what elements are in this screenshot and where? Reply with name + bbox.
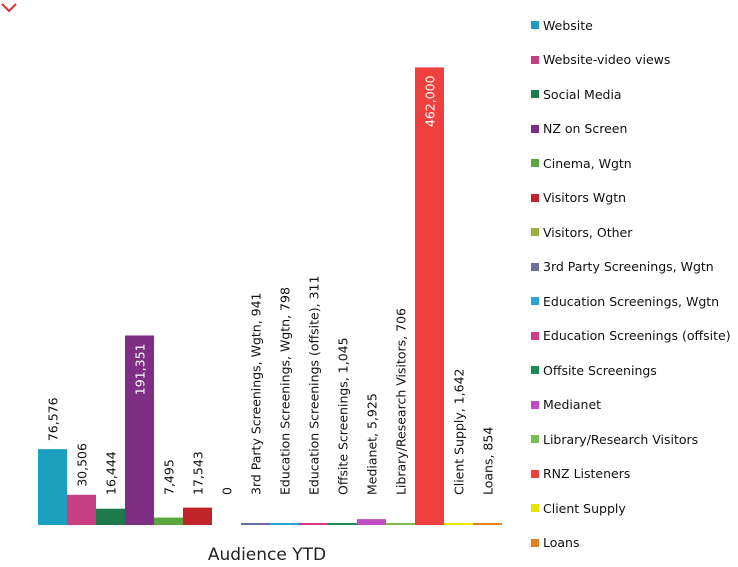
data-label-education-screenings-offsite: Education Screenings (offsite), 311	[307, 276, 322, 495]
legend-swatch	[531, 366, 539, 375]
legend-item-education-screenings-offsite: Education Screenings (offsite)	[531, 319, 738, 354]
data-label-client-supply: Client Supply, 1,642	[452, 369, 467, 496]
legend-swatch	[531, 262, 539, 271]
data-label-visitors-other: 0	[220, 487, 235, 495]
data-label-loans: Loans, 854	[481, 427, 496, 495]
chart-legend: Website Website-video views Social Media NZ…	[531, 8, 738, 560]
red-chevron-icon	[1, 3, 17, 13]
legend-label: Cinema, Wgtn	[543, 155, 632, 171]
data-label-cinema-wgtn: 7,495	[162, 459, 177, 495]
legend-item-cinema-wgtn: Cinema, Wgtn	[531, 146, 738, 181]
legend-label: Visitors Wgtn	[543, 190, 627, 206]
legend-swatch	[531, 193, 539, 202]
legend-swatch	[531, 469, 539, 478]
legend-item-visitors-other: Visitors, Other	[531, 215, 738, 250]
bar-website-video-views	[67, 494, 96, 525]
legend-label: Education Screenings, Wgtn	[543, 293, 720, 309]
legend-item-education-screenings-wgtn: Education Screenings, Wgtn	[531, 284, 738, 319]
legend-label: Website	[543, 17, 593, 33]
legend-label: 3rd Party Screenings, Wgtn	[543, 259, 714, 275]
bar-medianet	[357, 519, 386, 525]
legend-swatch	[531, 435, 539, 444]
data-labels: 76,576 30,506 16,444 191,351 7,495 17,543 0 3rd…	[46, 75, 496, 495]
legend-label: Client Supply	[543, 500, 626, 516]
legend-item-library-research-visitors: Library/Research Visitors	[531, 422, 738, 457]
legend-swatch	[531, 55, 539, 64]
data-label-social-media: 16,444	[104, 451, 119, 495]
legend-item-3rd-party-screenings-wgtn: 3rd Party Screenings, Wgtn	[531, 250, 738, 285]
legend-label: Website-video views	[543, 52, 671, 68]
legend-item-rnz-listeners: RNZ Listeners	[531, 457, 738, 492]
legend-label: Offsite Screenings	[543, 362, 657, 378]
legend-swatch	[531, 21, 539, 30]
x-axis-label: Audience YTD	[208, 545, 326, 565]
legend-label: Social Media	[543, 86, 622, 102]
legend-label: Medianet	[543, 397, 602, 413]
data-label-visitors-wgtn: 17,543	[191, 451, 206, 495]
bar-rnz-listeners	[415, 67, 444, 526]
bar-loans	[473, 523, 502, 525]
legend-swatch	[531, 400, 539, 409]
legend-item-visitors-wgtn: Visitors Wgtn	[531, 181, 738, 216]
legend-label: RNZ Listeners	[543, 466, 631, 482]
legend-label: Visitors, Other	[543, 224, 633, 240]
legend-item-nz-on-screen: NZ on Screen	[531, 112, 738, 147]
legend-item-client-supply: Client Supply	[531, 491, 738, 526]
data-label-library-research-visitors: Library/Research Visitors, 706	[394, 308, 409, 495]
data-label-nz-on-screen: 191,351	[133, 343, 148, 395]
bar-cinema-wgtn	[154, 517, 183, 525]
bar-library-research-visitors	[386, 523, 415, 525]
data-label-website-video-views: 30,506	[75, 443, 90, 487]
legend-label: Education Screenings (offsite)	[543, 328, 731, 344]
legend-item-offsite-screenings: Offsite Screenings	[531, 353, 738, 388]
legend-swatch	[531, 297, 539, 306]
legend-swatch	[531, 159, 539, 168]
bar-education-screenings-offsite	[299, 523, 328, 525]
legend-item-loans: Loans	[531, 526, 738, 561]
legend-swatch	[531, 504, 539, 513]
bar-social-media	[96, 508, 125, 525]
bar-education-screenings-wgtn	[270, 523, 299, 525]
bar-website	[38, 449, 67, 525]
data-label-education-screenings-wgtn: Education Screenings, Wgtn, 798	[278, 287, 293, 495]
data-label-medianet: Medianet, 5,925	[365, 393, 380, 495]
data-label-website: 76,576	[46, 397, 61, 441]
data-label-rnz-listeners: 462,000	[423, 75, 438, 127]
data-label-offsite-screenings: Offsite Screenings, 1,045	[336, 337, 351, 495]
legend-swatch	[531, 538, 539, 547]
legend-label: Library/Research Visitors	[543, 431, 699, 447]
legend-swatch	[531, 331, 539, 340]
legend-label: Loans	[543, 535, 580, 551]
bar-offsite-screenings	[328, 523, 357, 525]
legend-item-website: Website	[531, 8, 738, 43]
legend-swatch	[531, 90, 539, 99]
legend-item-medianet: Medianet	[531, 388, 738, 423]
data-label-3rd-party-screenings-wgtn: 3rd Party Screenings, Wgtn, 941	[249, 292, 264, 495]
bar-nz-on-screen	[125, 335, 154, 525]
bar-client-supply	[444, 523, 473, 525]
bar-3rd-party-screenings-wgtn	[241, 523, 270, 525]
legend-item-social-media: Social Media	[531, 77, 738, 112]
bars	[38, 67, 502, 526]
legend-label: NZ on Screen	[543, 121, 628, 137]
legend-item-website-video-views: Website-video views	[531, 43, 738, 78]
bar-visitors-wgtn	[183, 507, 212, 525]
legend-swatch	[531, 228, 539, 237]
legend-swatch	[531, 124, 539, 133]
